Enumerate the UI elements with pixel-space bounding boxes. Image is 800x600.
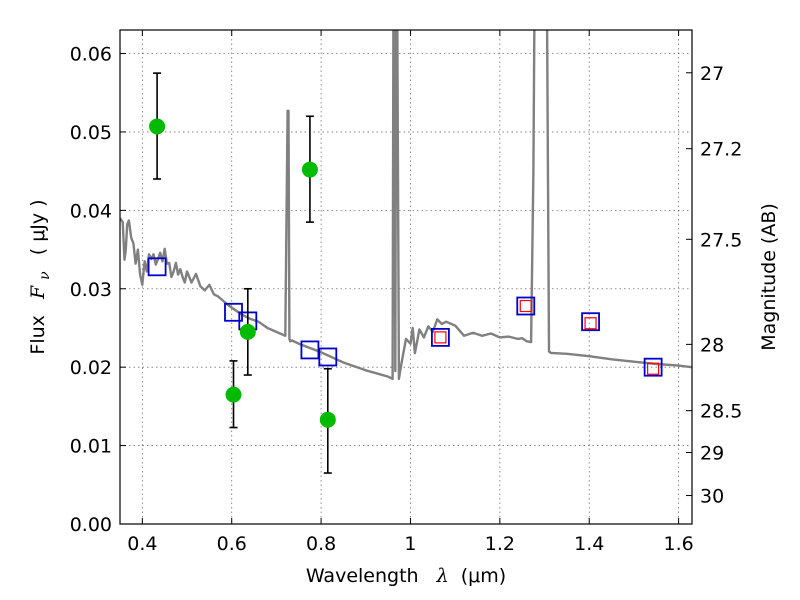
observed-data-point — [239, 323, 256, 340]
x-axis-label-text: Wavelength — [306, 565, 419, 587]
synthetic-photometry-marker — [318, 347, 338, 367]
model-spectrum-line — [120, 30, 692, 381]
y2-tick-label: 30 — [700, 486, 724, 508]
x-axis-label-symbol: λ — [436, 565, 449, 587]
inner-red-marker — [519, 299, 532, 313]
y-tick-label: 0.05 — [70, 122, 112, 144]
y-tick-label: 0.06 — [70, 44, 112, 66]
synthetic-photometry-marker — [516, 296, 536, 316]
secondary-y-axis-label: Magnitude (AB) — [758, 203, 780, 351]
synthetic-photometry-marker — [147, 257, 167, 277]
y-tick-label: 0.03 — [70, 279, 112, 301]
inner-red-marker — [434, 331, 447, 344]
y2-tick-label: 27 — [700, 63, 724, 85]
observed-data-point — [149, 118, 166, 135]
x-axis-label-unit: (μm) — [461, 565, 506, 587]
y-axis-label-text: Flux — [27, 315, 49, 355]
y-tick-label: 0.00 — [70, 514, 112, 536]
y-axis-label-subscript: ν — [37, 271, 53, 280]
x-tick-label: 1 — [404, 533, 416, 555]
synthetic-photometry-marker — [643, 357, 663, 377]
y2-tick-label: 29 — [700, 442, 724, 464]
x-tick-label: 1.6 — [663, 533, 693, 555]
y2-tick-label: 28.5 — [700, 401, 742, 423]
inner-red-marker — [647, 362, 660, 375]
x-tick-label: 1.4 — [574, 533, 604, 555]
y2-tick-label: 28 — [700, 334, 724, 356]
x-axis-label: Wavelength λ (μm) — [306, 565, 506, 587]
y-tick-label: 0.01 — [70, 436, 112, 458]
x-tick-label: 1.2 — [485, 533, 515, 555]
grid-lines — [120, 30, 692, 525]
observed-data-point — [319, 411, 336, 428]
y2-tick-label: 27.5 — [700, 229, 742, 251]
plot-area — [120, 30, 692, 474]
x-tick-label: 0.4 — [127, 533, 157, 555]
synthetic-photometry-marker — [581, 312, 600, 332]
x-tick-label: 0.8 — [306, 533, 336, 555]
inner-red-marker — [584, 317, 597, 330]
y-axis-label-unit: ( μJy ) — [27, 199, 49, 255]
y-axis-label-symbol: F — [27, 285, 49, 300]
y2-tick-label: 27.2 — [700, 139, 742, 161]
plot-frame — [119, 29, 693, 525]
y-tick-label: 0.04 — [70, 200, 112, 222]
x-tick-label: 0.6 — [217, 533, 247, 555]
y-tick-label: 0.02 — [70, 357, 112, 379]
axis-ticks: 0.4 0.6 0.8 1 1.2 1.4 1.6 0.00 0.01 0.02 0.03 0.04 0… — [70, 30, 742, 555]
observed-data-point — [301, 161, 318, 178]
synthetic-photometry-marker — [431, 327, 450, 347]
observed-data-point — [225, 386, 242, 403]
y-axis-label: Flux F ν ( μJy ) — [27, 199, 54, 354]
